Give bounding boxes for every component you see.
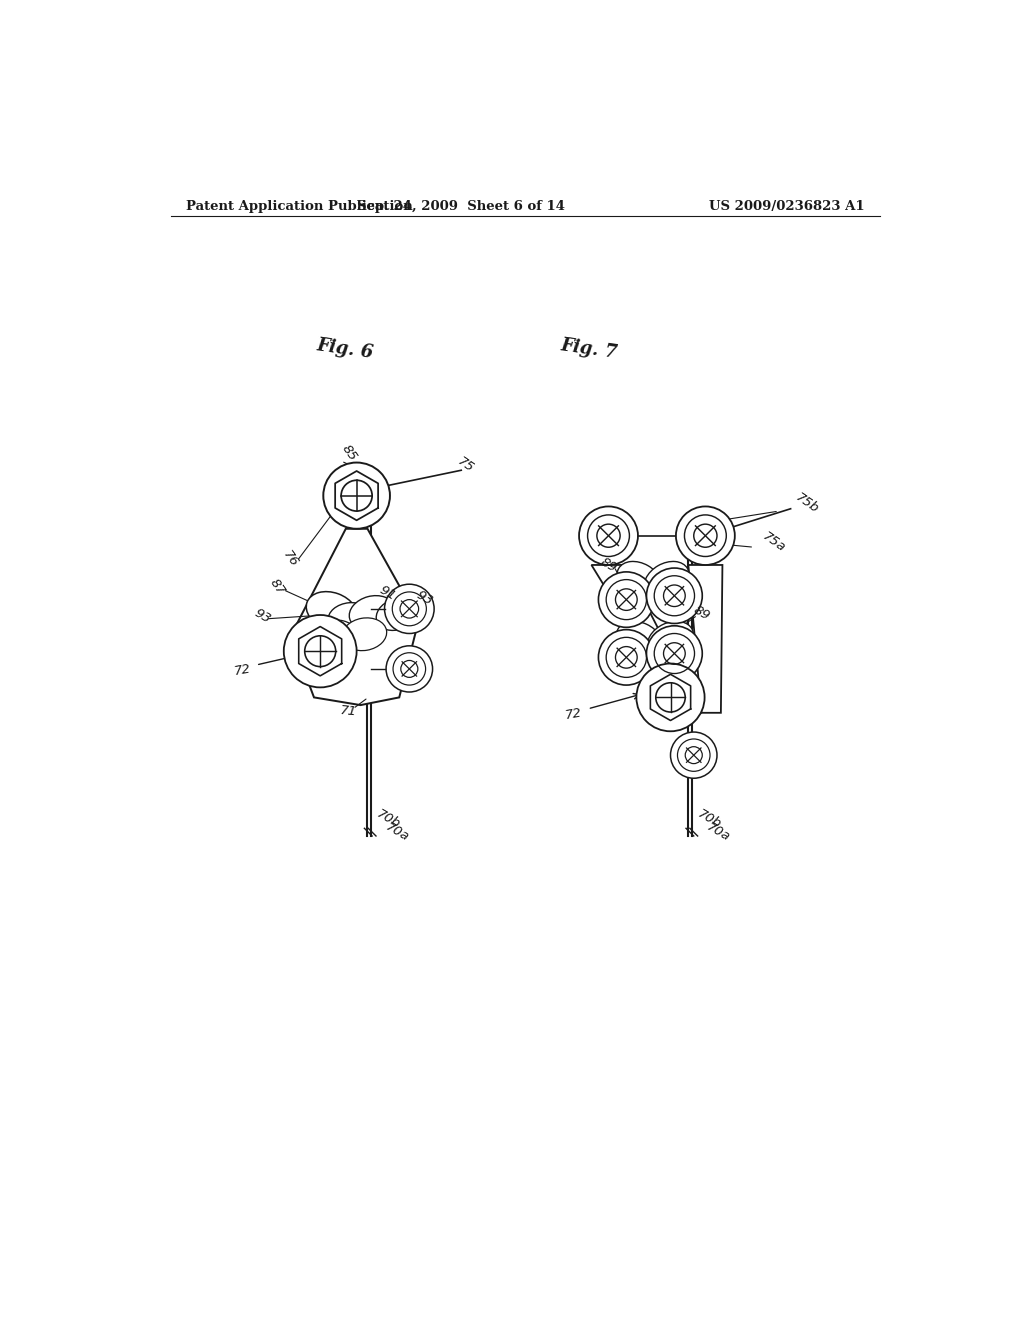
- Polygon shape: [688, 565, 722, 713]
- Circle shape: [579, 507, 638, 565]
- Text: 93: 93: [252, 607, 272, 627]
- Circle shape: [385, 585, 434, 634]
- Text: 70b: 70b: [695, 807, 724, 832]
- Text: Fig. 7: Fig. 7: [559, 337, 618, 362]
- Ellipse shape: [349, 595, 395, 630]
- Circle shape: [676, 507, 735, 565]
- Text: 70b: 70b: [375, 807, 402, 832]
- Circle shape: [598, 572, 654, 627]
- Text: 70a: 70a: [384, 820, 412, 843]
- Ellipse shape: [342, 618, 387, 651]
- Circle shape: [324, 462, 390, 529]
- Circle shape: [598, 630, 654, 685]
- Ellipse shape: [376, 598, 418, 631]
- Text: 70a: 70a: [705, 820, 732, 843]
- Polygon shape: [291, 529, 419, 705]
- Text: Fig. 6: Fig. 6: [315, 337, 375, 362]
- Ellipse shape: [328, 603, 373, 635]
- Text: Patent Application Publication: Patent Application Publication: [186, 199, 413, 213]
- Ellipse shape: [647, 622, 693, 659]
- Text: 89: 89: [691, 603, 712, 623]
- Text: 72: 72: [233, 663, 252, 678]
- Ellipse shape: [644, 561, 689, 599]
- Text: 85: 85: [339, 442, 359, 463]
- Text: 91: 91: [377, 583, 398, 603]
- Text: 75b: 75b: [793, 491, 821, 516]
- Circle shape: [386, 645, 432, 692]
- Circle shape: [646, 568, 702, 623]
- Circle shape: [284, 615, 356, 688]
- Circle shape: [671, 733, 717, 779]
- Text: 87: 87: [266, 577, 287, 598]
- Text: 89: 89: [598, 556, 618, 574]
- Polygon shape: [592, 565, 701, 713]
- Text: 72: 72: [564, 706, 583, 722]
- Circle shape: [646, 626, 702, 681]
- Circle shape: [636, 664, 705, 731]
- Text: 75: 75: [455, 454, 476, 475]
- Text: US 2009/0236823 A1: US 2009/0236823 A1: [709, 199, 864, 213]
- Text: Sep. 24, 2009  Sheet 6 of 14: Sep. 24, 2009 Sheet 6 of 14: [357, 199, 565, 213]
- Ellipse shape: [306, 591, 357, 631]
- Text: 76: 76: [281, 548, 301, 569]
- Text: 75a: 75a: [760, 529, 787, 554]
- Ellipse shape: [616, 622, 663, 659]
- Ellipse shape: [318, 620, 360, 652]
- Text: 71: 71: [340, 704, 357, 718]
- Ellipse shape: [617, 561, 662, 599]
- Text: 93: 93: [414, 589, 434, 609]
